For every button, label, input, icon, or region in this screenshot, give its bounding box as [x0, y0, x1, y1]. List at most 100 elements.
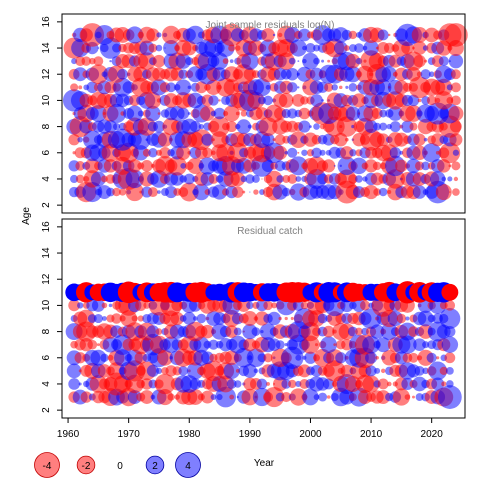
x-tick-label: 1990 [239, 429, 262, 440]
residual-bubble [263, 95, 273, 106]
residual-bubble [337, 156, 357, 176]
residual-bubble [240, 175, 247, 183]
residual-bubble [242, 311, 258, 326]
residual-bubble [106, 103, 127, 124]
y-tick-label: 8 [41, 123, 52, 129]
y-tick-label: 16 [41, 16, 52, 28]
residual-bubble [340, 298, 354, 313]
residual-bubble [106, 187, 115, 197]
x-axis-title: Year [254, 458, 275, 469]
residual-bubble [222, 58, 229, 65]
residual-bubble [364, 159, 378, 173]
residual-bubble [78, 85, 83, 90]
residual-bubble [401, 377, 414, 391]
panel-frame [61, 13, 466, 214]
residual-bubble [117, 68, 128, 80]
panel-residual-catch: Residual catch 2 4 6 8 10 12 14 16 [41, 218, 466, 419]
residual-bubble [375, 337, 391, 353]
residual-bubble [157, 112, 161, 115]
residual-bubble [288, 156, 308, 176]
residual-bubble [413, 54, 426, 68]
residual-bubble [448, 53, 464, 69]
residual-bubble [363, 184, 379, 200]
residual-bubble [154, 373, 176, 395]
residual-bubble [335, 352, 347, 364]
residual-bubble [340, 364, 353, 378]
residual-bubble [228, 44, 236, 52]
residual-bubble [362, 375, 380, 393]
residual-bubble [70, 83, 79, 92]
residual-bubble [389, 121, 401, 133]
residual-bubble [89, 105, 107, 122]
residual-bubble [441, 381, 447, 387]
residual-bubble [261, 28, 275, 42]
residual-bubble [278, 93, 294, 108]
residual-bubble [170, 172, 184, 186]
residual-bubble [422, 341, 430, 349]
residual-bubble [242, 323, 258, 340]
residual-bubble [408, 352, 419, 363]
legend-bubble [34, 452, 60, 478]
residual-bubble [201, 133, 214, 146]
residual-bubble [230, 171, 245, 187]
x-tick-label: 1980 [178, 429, 201, 440]
residual-bubble [252, 78, 271, 97]
residual-bubble [81, 56, 91, 66]
x-axis: 1960 1970 1980 1990 2000 2010 2020 [57, 417, 444, 440]
residual-bubble [423, 137, 428, 142]
residual-bubble [125, 169, 144, 189]
legend-label: -2 [82, 461, 91, 472]
residual-bubble [163, 40, 180, 57]
residual-bubble [138, 52, 156, 70]
residual-bubble [300, 96, 309, 105]
residual-bubble [179, 182, 199, 202]
residual-bubble [231, 186, 244, 198]
residual-bubble [186, 362, 204, 380]
residual-bubble [377, 378, 389, 390]
residual-bubble [345, 53, 361, 69]
residual-bubble [333, 343, 337, 347]
residual-bubble [318, 392, 328, 402]
residual-bubble [189, 120, 201, 133]
residual-bubble [319, 149, 326, 156]
residual-bubble [287, 82, 298, 93]
residual-bubble [336, 116, 358, 137]
residual-bubble [70, 174, 79, 184]
residual-bubble [77, 136, 83, 143]
residual-bubble [229, 394, 235, 400]
residual-bubble [438, 56, 449, 67]
residual-bubble [327, 59, 331, 63]
residual-bubble [213, 107, 226, 120]
residual-bubble [295, 354, 302, 361]
residual-bubble [297, 60, 300, 63]
residual-bubble [102, 316, 107, 321]
residual-bubble [241, 52, 259, 70]
residual-bubble [203, 360, 224, 382]
residual-bubble [275, 340, 285, 350]
residual-bubble [80, 391, 92, 403]
residual-bubble [284, 151, 289, 155]
residual-bubble [75, 161, 86, 171]
residual-bubble [415, 393, 424, 401]
residual-bubble [430, 171, 446, 187]
x-tick-label: 2020 [421, 429, 444, 440]
residual-bubble [387, 106, 403, 121]
residual-bubble [218, 99, 221, 102]
residual-bubble [396, 313, 407, 324]
residual-bubble [337, 169, 357, 189]
residual-bubble [145, 105, 161, 122]
residual-bubble [208, 174, 219, 184]
residual-bubble [287, 108, 298, 119]
residual-bubble [265, 84, 271, 90]
residual-bubble [234, 380, 242, 388]
residual-bubble [248, 40, 264, 56]
legend-bubble [145, 455, 165, 475]
residual-bubble [272, 33, 276, 37]
residual-bubble [444, 326, 456, 338]
residual-bubble [68, 299, 80, 312]
residual-bubble [175, 79, 192, 96]
residual-bubble [263, 353, 273, 363]
residual-bubble [302, 45, 307, 51]
residual-bubble [309, 125, 312, 128]
